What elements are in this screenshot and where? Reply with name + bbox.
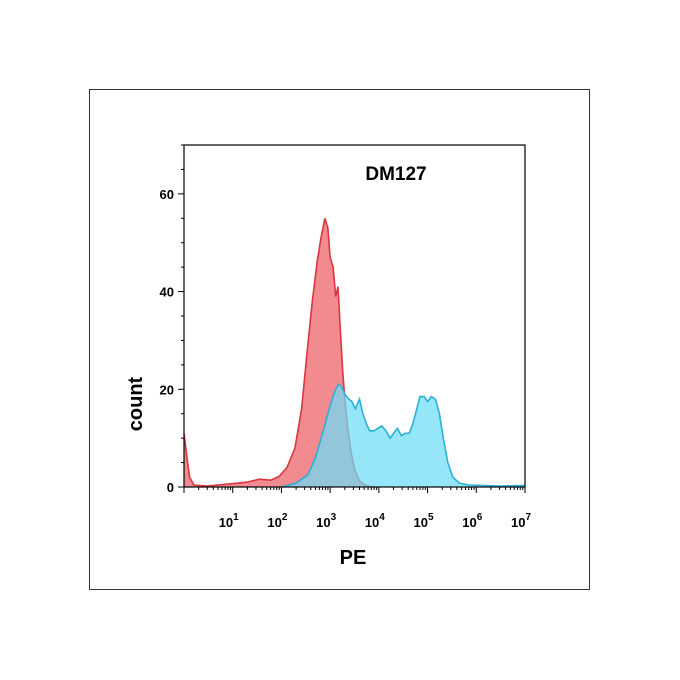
x-tick-label: 101 <box>219 512 239 530</box>
y-tick-label: 0 <box>167 480 174 495</box>
x-tick-label: 106 <box>462 512 482 530</box>
series-2-line <box>281 383 526 488</box>
x-tick-label: 102 <box>267 512 287 530</box>
histogram-chart: 0 20 40 60 101 102 103 104 105 106 107 DM127 PE co… <box>125 144 531 569</box>
y-tick-label: 40 <box>160 285 174 300</box>
x-tick-label: 103 <box>316 512 336 530</box>
series-2-area <box>281 384 525 487</box>
y-axis-title: count <box>125 376 147 431</box>
x-tick-label: 104 <box>365 512 385 530</box>
chart-title: DM127 <box>365 164 426 185</box>
x-tick-label: 107 <box>511 512 531 530</box>
x-axis-title: PE <box>340 547 367 569</box>
figure-frame: 0 20 40 60 101 102 103 104 105 106 107 DM127 PE co… <box>89 89 590 590</box>
y-tick-label: 20 <box>160 382 174 397</box>
y-tick-label: 60 <box>160 187 174 202</box>
x-tick-label: 105 <box>414 512 434 530</box>
